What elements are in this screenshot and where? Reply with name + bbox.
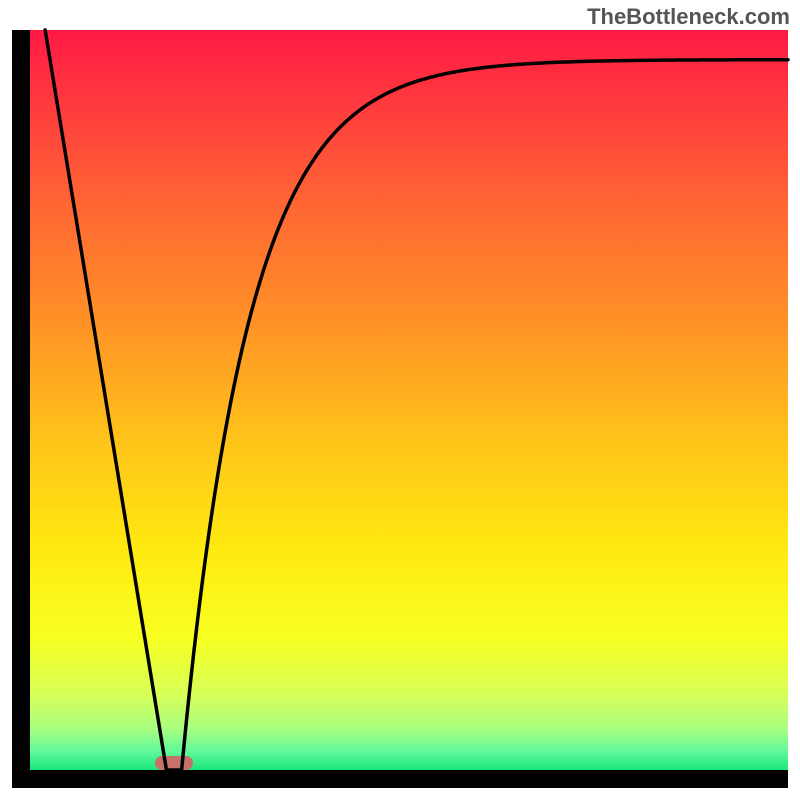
gradient-area xyxy=(30,30,788,770)
chart-container: TheBottleneck.com xyxy=(0,0,800,800)
y-axis xyxy=(12,30,30,788)
minimum-marker xyxy=(155,756,193,770)
watermark-text: TheBottleneck.com xyxy=(587,4,790,30)
x-axis xyxy=(12,770,788,788)
